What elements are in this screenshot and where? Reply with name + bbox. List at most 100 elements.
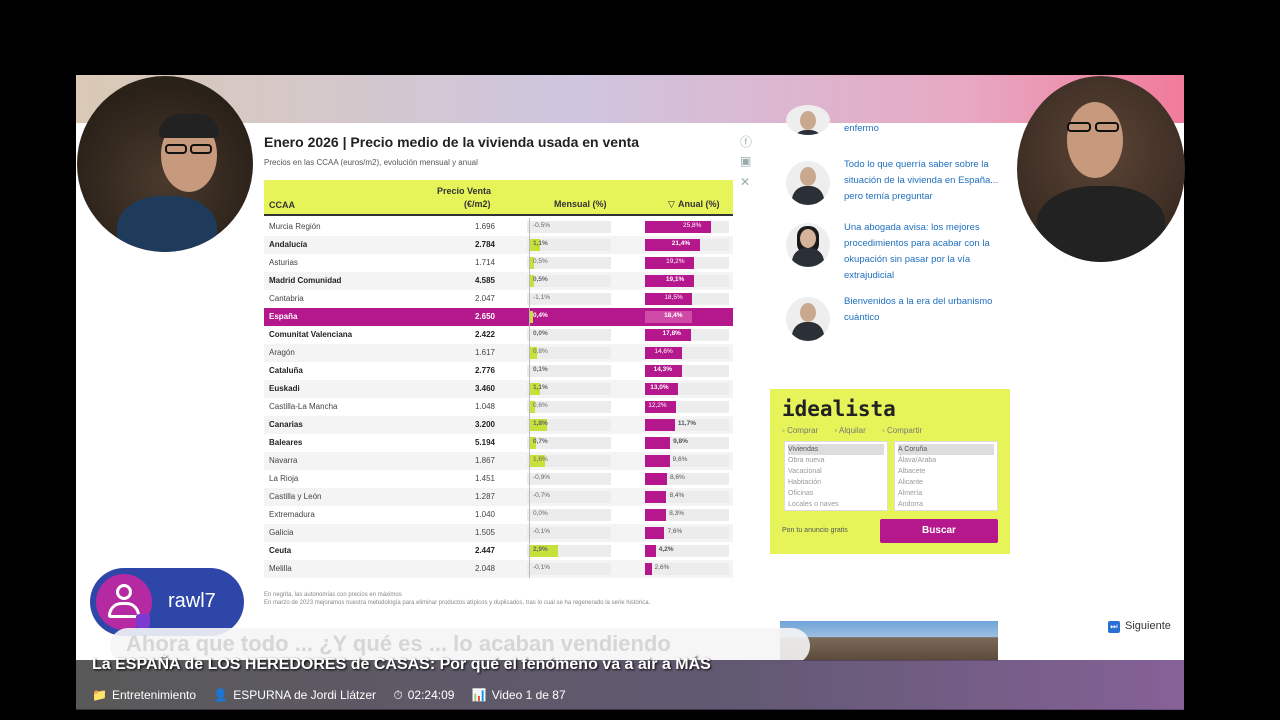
article-avatar[interactable] bbox=[786, 297, 830, 341]
list-option[interactable]: Oficinas bbox=[788, 490, 814, 497]
annual-bar bbox=[645, 473, 667, 485]
annual-value: 13,0% bbox=[650, 384, 669, 391]
radio-buy[interactable]: ◦ Comprar bbox=[782, 426, 819, 435]
article-link[interactable]: Todo lo que querría saber sobre la situa… bbox=[844, 159, 999, 202]
monthly-track bbox=[527, 293, 611, 305]
list-option[interactable]: A Coruña bbox=[898, 444, 994, 455]
streamer-username: rawl7 bbox=[168, 590, 216, 612]
article-link[interactable]: Una abogada avisa: los mejores procedimi… bbox=[844, 222, 990, 281]
price-value: 1.451 bbox=[474, 474, 495, 483]
header-ccaa: CCAA bbox=[269, 200, 295, 210]
list-option[interactable]: Locales o naves bbox=[788, 501, 839, 508]
operation-radios: ◦ Comprar ◦ Alquilar ◦ Compartir bbox=[782, 426, 936, 435]
monthly-value: -1,1% bbox=[533, 294, 550, 301]
price-value: 2.776 bbox=[474, 366, 495, 375]
next-video-button[interactable]: ⏭ Siguiente bbox=[1108, 620, 1171, 633]
webcam-right bbox=[1017, 76, 1185, 262]
facebook-icon[interactable]: ⓕ bbox=[740, 135, 753, 149]
annual-bar bbox=[645, 257, 695, 269]
video-title[interactable]: La ESPAÑA de LOS HEREDORES de CASAS: Por… bbox=[92, 656, 711, 673]
monthly-value: 0,5% bbox=[533, 276, 548, 283]
chart-icon: 📊 bbox=[471, 688, 487, 702]
region-name: España bbox=[269, 312, 298, 321]
list-option[interactable]: Habitación bbox=[788, 479, 822, 486]
annual-bar bbox=[645, 401, 677, 413]
list-option[interactable]: Viviendas bbox=[788, 444, 884, 455]
article-avatar[interactable] bbox=[786, 161, 830, 205]
price-value: 1.617 bbox=[474, 348, 495, 357]
annual-track bbox=[645, 545, 729, 557]
table-body: Murcia Región 1.696 -0,5% 25,8% Andalucía 2.7… bbox=[264, 218, 733, 578]
table-row: Aragón 1.617 0,8% 14,6% bbox=[264, 344, 733, 362]
article-link[interactable]: enfermo bbox=[844, 123, 879, 134]
chart-notes: En negrita, las autonomías con precios e… bbox=[264, 591, 744, 607]
article-link[interactable]: Bienvenidos a la era del urbanismo cuánt… bbox=[844, 296, 993, 323]
table-row: Navarra 1.867 1,6% 9,6% bbox=[264, 452, 733, 470]
annual-track bbox=[645, 563, 729, 575]
search-button[interactable]: Buscar bbox=[880, 519, 998, 543]
category-item[interactable]: 📁 Entretenimiento bbox=[92, 688, 196, 702]
channel-item[interactable]: 👤 ESPURNA de Jordi Llátzer bbox=[213, 688, 377, 702]
radio-share[interactable]: ◦ Compartir bbox=[881, 426, 923, 435]
list-option[interactable]: Obra nueva bbox=[788, 457, 825, 464]
article-avatar[interactable] bbox=[786, 105, 830, 135]
annual-value: 17,8% bbox=[662, 330, 681, 337]
annual-value: 8,4% bbox=[669, 492, 685, 499]
province-list[interactable]: A Coruña Álava/Araba Albacete Alicante Almer… bbox=[894, 441, 998, 511]
free-ad-link[interactable]: Pon tu anuncio gratis bbox=[782, 527, 848, 534]
price-value: 1.048 bbox=[474, 402, 495, 411]
radio-rent[interactable]: ◦ Alquilar bbox=[834, 426, 866, 435]
list-option[interactable]: Albacete bbox=[898, 468, 926, 475]
monthly-bar bbox=[529, 455, 545, 467]
list-option[interactable]: Almería bbox=[898, 490, 923, 497]
header-annual: Anual (%) bbox=[678, 199, 720, 209]
region-name: Murcia Región bbox=[269, 222, 321, 231]
list-option[interactable]: Alicante bbox=[898, 479, 923, 486]
annual-bar bbox=[645, 419, 675, 431]
annual-bar bbox=[645, 329, 691, 341]
monthly-value: 0,1% bbox=[533, 366, 548, 373]
monthly-axis bbox=[529, 488, 530, 506]
video-meta: 📁 Entretenimiento 👤 ESPURNA de Jordi Llátz… bbox=[92, 688, 580, 703]
annual-bar bbox=[645, 293, 693, 305]
annual-value: 18,5% bbox=[664, 294, 683, 301]
next-track-icon: ⏭ bbox=[1108, 621, 1120, 633]
sort-icon[interactable]: ▽ bbox=[668, 199, 675, 209]
video-frame: Enero 2026 | Precio medio de la vivienda… bbox=[76, 75, 1184, 709]
annual-bar bbox=[645, 545, 656, 557]
list-option[interactable]: Álava/Araba bbox=[898, 457, 937, 464]
monthly-value: 1,6% bbox=[533, 456, 548, 463]
idealista-search-widget: idealista ◦ Comprar ◦ Alquilar ◦ Compart… bbox=[770, 389, 1010, 554]
annual-bar bbox=[645, 275, 694, 287]
price-value: 3.200 bbox=[474, 420, 495, 429]
region-name: Navarra bbox=[269, 456, 298, 465]
idealista-logo[interactable]: idealista bbox=[782, 397, 896, 421]
region-name: Euskadi bbox=[269, 384, 300, 393]
linkedin-icon[interactable]: ▣ bbox=[740, 154, 752, 168]
annual-bar bbox=[645, 527, 665, 539]
article-avatar[interactable] bbox=[786, 223, 830, 267]
monthly-value: -0,5% bbox=[533, 222, 550, 229]
annual-value: 19,1% bbox=[665, 276, 685, 283]
monthly-track bbox=[527, 509, 611, 521]
price-value: 2.048 bbox=[474, 564, 495, 573]
table-row: Euskadi 3.460 1,1% 13,0% bbox=[264, 380, 733, 398]
annual-bar bbox=[645, 311, 693, 323]
property-type-list[interactable]: Viviendas Obra nueva Vacacional Habitación O… bbox=[784, 441, 888, 511]
monthly-value: 1,1% bbox=[533, 384, 548, 391]
monthly-value: 0,0% bbox=[533, 330, 548, 337]
monthly-track bbox=[527, 365, 611, 377]
annual-value: 21,4% bbox=[671, 240, 691, 247]
annual-value: 8,6% bbox=[670, 474, 685, 481]
monthly-axis bbox=[529, 416, 530, 434]
x-icon[interactable]: ✕ bbox=[740, 175, 751, 189]
list-option[interactable]: Vacacional bbox=[788, 468, 822, 475]
list-option[interactable]: Andorra bbox=[898, 501, 923, 508]
region-name: Ceuta bbox=[269, 546, 292, 555]
monthly-value: 0,5% bbox=[533, 258, 548, 265]
price-value: 2.784 bbox=[474, 240, 495, 249]
monthly-axis bbox=[529, 236, 530, 254]
monthly-value: -0,7% bbox=[533, 492, 550, 499]
monthly-axis bbox=[529, 470, 530, 488]
annual-bar bbox=[645, 365, 682, 377]
